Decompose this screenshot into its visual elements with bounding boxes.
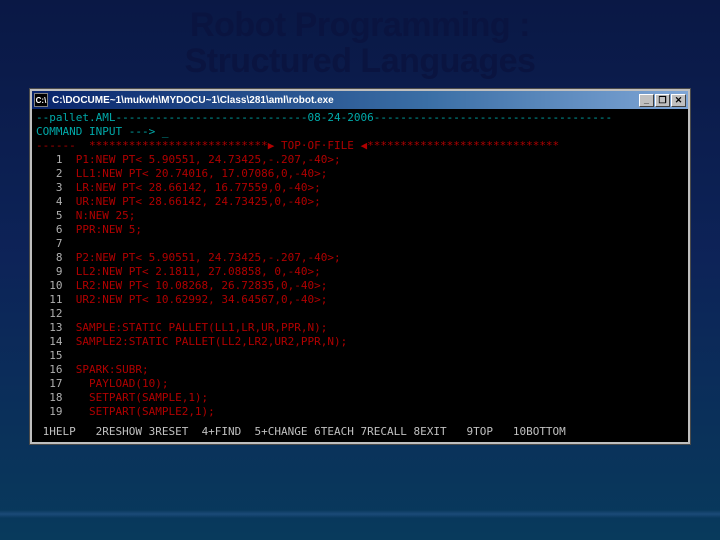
line-number: 6: [36, 223, 62, 237]
code-line: 14 SAMPLE2:STATIC PALLET(LL2,LR2,UR2,PPR…: [36, 335, 684, 349]
line-number: 18: [36, 391, 62, 405]
code-line: 5 N:NEW 25;: [36, 209, 684, 223]
code-line: 12: [36, 307, 684, 321]
line-number: 10: [36, 279, 62, 293]
line-code: PAYLOAD(10);: [62, 377, 168, 390]
line-number: 7: [36, 237, 62, 251]
terminal-area[interactable]: --pallet.AML----------------------------…: [32, 109, 688, 419]
line-number: 15: [36, 349, 62, 363]
code-line: 17 PAYLOAD(10);: [36, 377, 684, 391]
line-code: SAMPLE2:STATIC PALLET(LL2,LR2,UR2,PPR,N)…: [62, 335, 347, 348]
line-code: P1:NEW PT< 5.90551, 24.73425,-.207,-40>;: [62, 153, 340, 166]
line-number: 1: [36, 153, 62, 167]
line-code: LL1:NEW PT< 20.74016, 17.07086,0,-40>;: [62, 167, 327, 180]
title-line-1: Robot Programming :: [20, 8, 700, 44]
code-line: 13 SAMPLE:STATIC PALLET(LL1,LR,UR,PPR,N)…: [36, 321, 684, 335]
line-code: SAMPLE:STATIC PALLET(LL1,LR,UR,PPR,N);: [62, 321, 327, 334]
line-code: LR:NEW PT< 28.66142, 16.77559,0,-40>;: [62, 181, 320, 194]
code-line: 18 SETPART(SAMPLE,1);: [36, 391, 684, 405]
line-code: [62, 307, 75, 320]
line-number: 13: [36, 321, 62, 335]
line-number: 9: [36, 265, 62, 279]
titlebar[interactable]: C:\ C:\DOCUME~1\mukwh\MYDOCU~1\Class\281…: [32, 91, 688, 109]
code-line: 2 LL1:NEW PT< 20.74016, 17.07086,0,-40>;: [36, 167, 684, 181]
line-number: 11: [36, 293, 62, 307]
code-line: 9 LL2:NEW PT< 2.1811, 27.08858, 0,-40>;: [36, 265, 684, 279]
maximize-button[interactable]: ❐: [655, 94, 670, 107]
code-line: 3 LR:NEW PT< 28.66142, 16.77559,0,-40>;: [36, 181, 684, 195]
line-code: LL2:NEW PT< 2.1811, 27.08858, 0,-40>;: [62, 265, 320, 278]
close-button[interactable]: ✕: [671, 94, 686, 107]
window-title: C:\DOCUME~1\mukwh\MYDOCU~1\Class\281\aml…: [52, 95, 639, 106]
slide-title: Robot Programming : Structured Languages: [0, 0, 720, 83]
line-code: SETPART(SAMPLE,1);: [62, 391, 208, 404]
line-number: 19: [36, 405, 62, 419]
code-line: 1 P1:NEW PT< 5.90551, 24.73425,-.207,-40…: [36, 153, 684, 167]
code-line: 11 UR2:NEW PT< 10.62992, 34.64567,0,-40>…: [36, 293, 684, 307]
window-buttons: _ ❐ ✕: [639, 94, 686, 107]
line-number: 5: [36, 209, 62, 223]
command-prompt[interactable]: COMMAND INPUT ---> _: [36, 125, 684, 139]
line-code: SPARK:SUBR;: [62, 363, 148, 376]
line-number: 2: [36, 167, 62, 181]
line-code: P2:NEW PT< 5.90551, 24.73425,-.207,-40>;: [62, 251, 340, 264]
system-menu-icon[interactable]: C:\: [34, 93, 48, 107]
title-line-2: Structured Languages: [20, 44, 700, 80]
line-number: 16: [36, 363, 62, 377]
code-line: 8 P2:NEW PT< 5.90551, 24.73425,-.207,-40…: [36, 251, 684, 265]
line-code: UR:NEW PT< 28.66142, 24.73425,0,-40>;: [62, 195, 320, 208]
code-listing: 1 P1:NEW PT< 5.90551, 24.73425,-.207,-40…: [36, 153, 684, 419]
code-line: 15: [36, 349, 684, 363]
line-number: 8: [36, 251, 62, 265]
line-code: N:NEW 25;: [62, 209, 135, 222]
line-code: PPR:NEW 5;: [62, 223, 141, 236]
line-number: 3: [36, 181, 62, 195]
line-code: LR2:NEW PT< 10.08268, 26.72835,0,-40>;: [62, 279, 327, 292]
line-code: [62, 349, 75, 362]
minimize-button[interactable]: _: [639, 94, 654, 107]
console-window: C:\ C:\DOCUME~1\mukwh\MYDOCU~1\Class\281…: [30, 89, 690, 444]
slide-divider-stripe: [0, 510, 720, 518]
code-line: 4 UR:NEW PT< 28.66142, 24.73425,0,-40>;: [36, 195, 684, 209]
line-number: 12: [36, 307, 62, 321]
code-line: 6 PPR:NEW 5;: [36, 223, 684, 237]
line-code: SETPART(SAMPLE2,1);: [62, 405, 214, 418]
line-number: 17: [36, 377, 62, 391]
line-number: 14: [36, 335, 62, 349]
code-line: 7: [36, 237, 684, 251]
line-code: UR2:NEW PT< 10.62992, 34.64567,0,-40>;: [62, 293, 327, 306]
top-of-file-banner: ------ ***************************▶ TOP·…: [36, 139, 684, 153]
code-line: 16 SPARK:SUBR;: [36, 363, 684, 377]
line-code: [62, 237, 75, 250]
function-key-bar[interactable]: 1HELP 2RESHOW 3RESET 4+FIND 5+CHANGE 6TE…: [32, 419, 688, 442]
line-number: 4: [36, 195, 62, 209]
code-line: 10 LR2:NEW PT< 10.08268, 26.72835,0,-40>…: [36, 279, 684, 293]
code-line: 19 SETPART(SAMPLE2,1);: [36, 405, 684, 419]
file-header-line: --pallet.AML----------------------------…: [36, 111, 684, 125]
